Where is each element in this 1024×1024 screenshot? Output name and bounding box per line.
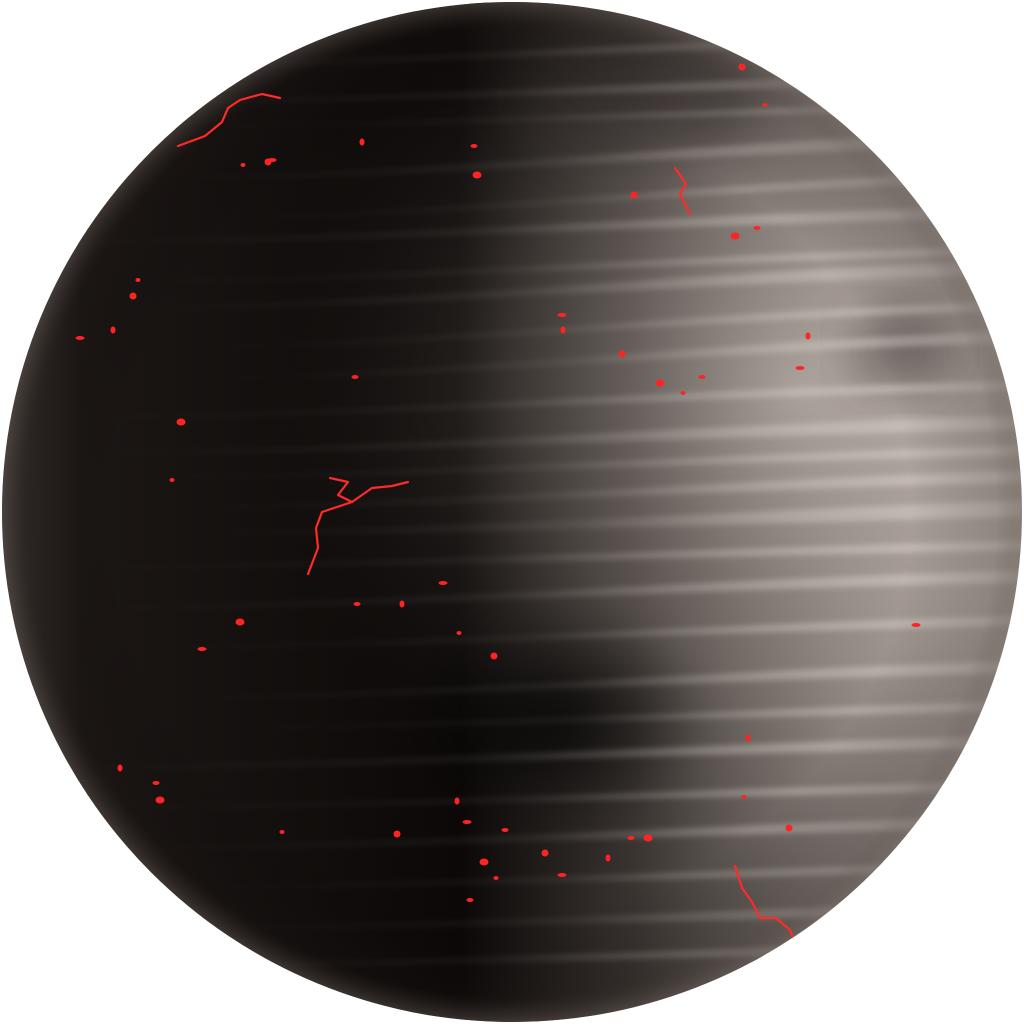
lava-speck — [135, 278, 141, 282]
lava-speck — [627, 836, 635, 840]
lava-speck — [805, 332, 811, 340]
lava-crack — [350, 480, 410, 504]
lava-speck — [698, 375, 706, 379]
lava-speck — [738, 63, 746, 71]
lava-speck — [152, 781, 160, 785]
lava-speck — [630, 191, 638, 199]
lava-speck — [462, 820, 472, 824]
lava-speck — [75, 336, 85, 340]
lava-speck — [730, 232, 740, 240]
lava-speck — [466, 898, 474, 902]
lava-crack — [176, 92, 282, 148]
lava-speck — [479, 858, 489, 866]
lava-speck — [267, 158, 277, 162]
lava-speck — [176, 418, 186, 426]
lava-speck — [493, 876, 499, 880]
lava-speck — [351, 375, 359, 379]
lava-speck — [393, 830, 401, 838]
lava-speck — [745, 734, 751, 742]
lava-speck — [470, 144, 478, 148]
lava-speck — [618, 350, 626, 358]
lava-cracks — [176, 92, 796, 942]
lava-speck — [197, 647, 207, 651]
lava-speck — [753, 226, 761, 230]
lava-speck — [359, 138, 365, 146]
lava-speck — [795, 366, 805, 370]
lava-speck — [762, 103, 768, 107]
lava-speck — [399, 600, 405, 608]
lava-speck — [279, 830, 285, 834]
lava-crack — [673, 166, 692, 216]
lava-speck — [557, 313, 567, 317]
lava-speck — [605, 854, 611, 862]
lava-crack — [306, 476, 354, 576]
lava-speck — [129, 292, 137, 300]
lava-speck — [454, 797, 460, 805]
lava-speck — [456, 631, 462, 635]
lava-speck — [557, 873, 567, 877]
lava-speck — [110, 326, 116, 334]
lava-speck — [643, 834, 653, 842]
lava-speck — [680, 391, 686, 395]
lava-specks — [75, 63, 921, 902]
lava-speck — [438, 581, 448, 585]
lava-speck — [655, 379, 665, 387]
lava-speck — [155, 796, 165, 804]
lava-speck — [741, 795, 747, 799]
lava-crack — [733, 864, 796, 942]
lava-speck — [785, 824, 793, 832]
lava-speck — [235, 618, 245, 626]
lava-speck — [501, 828, 509, 832]
lava-speck — [117, 764, 123, 772]
lava-speck — [541, 849, 549, 857]
lava-speck — [353, 602, 361, 606]
lava-speck — [490, 652, 498, 660]
lava-speck — [472, 171, 482, 179]
lava-speck — [560, 326, 566, 334]
lava-speck — [240, 163, 246, 167]
lava-speck — [169, 478, 175, 482]
lava-speck — [911, 623, 921, 627]
